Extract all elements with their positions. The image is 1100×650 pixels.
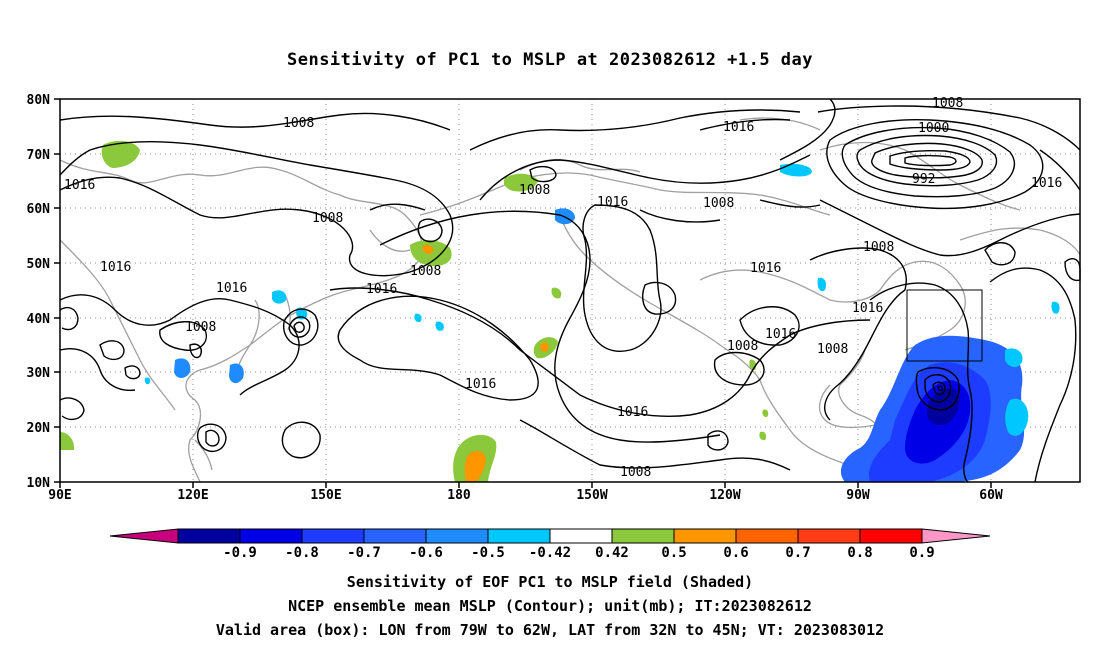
lat-label: 50N — [27, 257, 51, 272]
lon-label: 120E — [177, 488, 208, 503]
colorbar-label: 0.5 — [661, 545, 686, 561]
lat-label: 60N — [27, 202, 51, 217]
colorbar-swatch — [549, 528, 613, 544]
colorbar-swatch — [363, 528, 427, 544]
contour-label: 1016 — [64, 178, 95, 193]
lat-label: 10N — [27, 476, 51, 491]
contour-label: 1016 — [723, 120, 754, 135]
lon-label: 150E — [310, 488, 341, 503]
colorbar: -0.9 -0.8 -0.7 -0.6 -0.5 -0.42 0.42 0.5 0.6 0.7 0.… — [109, 528, 991, 561]
contour-label: 1016 — [852, 301, 883, 316]
contour-label: 1008 — [283, 116, 314, 131]
colorbar-label: 0.42 — [595, 545, 629, 561]
colorbar-label: -0.6 — [409, 545, 443, 561]
colorbar-label: -0.42 — [529, 545, 571, 561]
lon-label: 120W — [709, 488, 740, 503]
map-panel: 1008 1008 1016 1016 1008 1008 1008 1016 … — [27, 93, 1081, 503]
colorbar-label: 0.9 — [909, 545, 934, 561]
colorbar-swatch — [487, 528, 551, 544]
contour-label: 1008 — [863, 240, 894, 255]
colorbar-label: 0.6 — [723, 545, 748, 561]
colorbar-label: -0.9 — [223, 545, 257, 561]
contour-label: 1016 — [765, 327, 796, 342]
colorbar-swatch — [239, 528, 303, 544]
valid-area-box — [906, 289, 983, 362]
lon-label: 150W — [576, 488, 607, 503]
contour-label: 1016 — [366, 282, 397, 297]
contour-label: 1016 — [216, 281, 247, 296]
colorbar-swatch — [921, 528, 991, 544]
colorbar-swatch — [673, 528, 737, 544]
contour-label: 1008 — [620, 465, 651, 480]
contour-label: 1016 — [100, 260, 131, 275]
contour-label: 1016 — [617, 405, 648, 420]
contour-label: 1016 — [465, 377, 496, 392]
contour-label: 1016 — [750, 261, 781, 276]
colorbar-swatch — [611, 528, 675, 544]
lon-label: 60W — [979, 488, 1003, 503]
contour-label: 1008 — [519, 183, 550, 198]
colorbar-swatch — [859, 528, 923, 544]
lat-label: 20N — [27, 421, 51, 436]
contour-label: 992 — [912, 172, 935, 187]
colorbar-swatch — [301, 528, 365, 544]
lat-label: 80N — [27, 93, 51, 108]
colorbar-label: -0.8 — [285, 545, 319, 561]
caption-line-1: Sensitivity of EOF PC1 to MSLP field (Sh… — [346, 573, 754, 591]
lon-label: 90W — [846, 488, 870, 503]
contour-label: 1008 — [410, 264, 441, 279]
contour-label: 1016 — [1031, 176, 1062, 191]
lat-label: 70N — [27, 148, 51, 163]
contour-label: 1008 — [185, 320, 216, 335]
caption-line-3: Valid area (box): LON from 79W to 62W, L… — [215, 621, 885, 639]
contour-labels: 1008 1008 1016 1016 1008 1008 1008 1016 … — [64, 96, 1062, 480]
colorbar-swatch — [797, 528, 861, 544]
colorbar-swatch — [109, 528, 179, 544]
colorbar-label: -0.5 — [471, 545, 505, 561]
caption-line-2: NCEP ensemble mean MSLP (Contour); unit(… — [288, 597, 812, 615]
contour-label: 1008 — [703, 196, 734, 211]
contour-label: 1000 — [918, 121, 949, 136]
colorbar-label: -0.7 — [347, 545, 381, 561]
colorbar-swatch — [425, 528, 489, 544]
colorbar-swatch — [735, 528, 799, 544]
contour-label: 1008 — [312, 211, 343, 226]
colorbar-label: 0.7 — [785, 545, 810, 561]
contour-label: 1008 — [727, 339, 758, 354]
lon-label: 180 — [447, 488, 471, 503]
lon-label: 90E — [48, 488, 71, 503]
lat-label: 40N — [27, 312, 51, 327]
colorbar-swatch — [177, 528, 241, 544]
lat-label: 30N — [27, 366, 51, 381]
contour-label: 1008 — [817, 342, 848, 357]
contour-label: 1016 — [597, 195, 628, 210]
colorbar-label: 0.8 — [847, 545, 872, 561]
map-title: Sensitivity of PC1 to MSLP at 2023082612… — [286, 50, 813, 70]
mslp-contours — [59, 98, 1081, 483]
